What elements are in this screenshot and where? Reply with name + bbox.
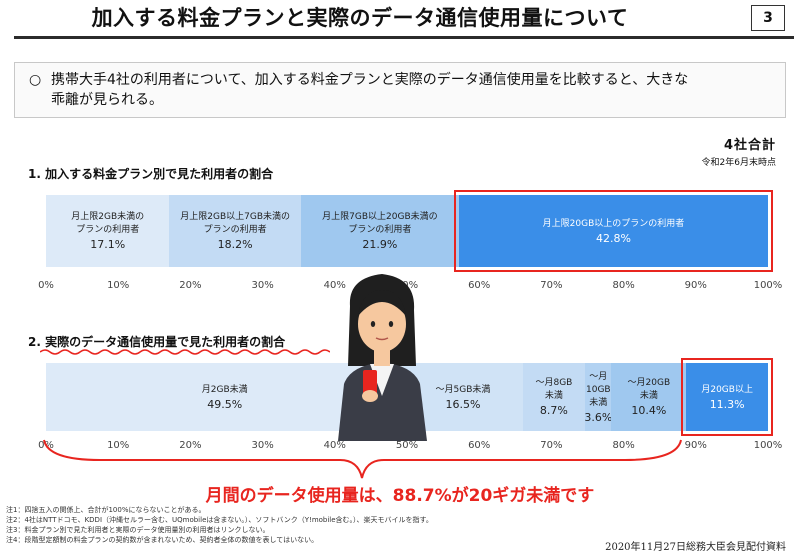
wavy-underline-icon bbox=[40, 349, 330, 355]
footnote: 注1：四捨五入の関係上、合計が100%にならないことがある。 bbox=[6, 506, 206, 514]
section-1-heading: 1. 加入する料金プラン別で見た利用者の割合 bbox=[28, 167, 274, 181]
title-divider bbox=[14, 36, 794, 39]
bar-segment: 月上限20GB以上のプランの利用者 42.8% bbox=[458, 195, 768, 267]
woman-smartphone-illustration bbox=[338, 274, 427, 441]
totals-date: 令和2年6月末時点 bbox=[701, 158, 776, 168]
callout-text: 月間のデータ使用量は、88.7%が20ギガ未満です bbox=[205, 486, 595, 506]
axis-tick-label: 10% bbox=[107, 280, 130, 291]
summary-line-1: ○ 携帯大手4社の利用者について、加入する料金プランと実際のデータ通信使用量を比較… bbox=[29, 72, 689, 88]
axis-tick-label: 20% bbox=[179, 280, 202, 291]
axis-tick-label: 40% bbox=[323, 440, 346, 451]
bar-segment: ～月10GB 未満 3.6% bbox=[584, 363, 613, 431]
brace-icon bbox=[43, 439, 682, 479]
axis-tick-label: 70% bbox=[540, 440, 563, 451]
axis-tick-label: 100% bbox=[753, 440, 783, 451]
axis-tick-label: 50% bbox=[395, 440, 419, 451]
bar-segment: 月上限2GB未満の プランの利用者 17.1% bbox=[46, 195, 170, 267]
segment-label: ～月10GB bbox=[586, 371, 611, 395]
segment-label: 未満 bbox=[589, 397, 608, 408]
axis-tick-label: 80% bbox=[612, 280, 635, 291]
segment-value: 10.4% bbox=[631, 404, 667, 417]
bar-segment: 月20GB以上 11.3% bbox=[686, 363, 768, 431]
segment-label: 月2GB未満 bbox=[201, 384, 248, 395]
segment-label: 月20GB以上 bbox=[701, 384, 753, 395]
bar-segment: 月上限2GB以上7GB未満の プランの利用者 18.2% bbox=[169, 195, 301, 267]
axis-tick-label: 90% bbox=[684, 440, 707, 451]
segment-label: 月上限2GB未満の bbox=[71, 212, 145, 222]
segment-value: 11.3% bbox=[709, 397, 745, 411]
segment-label: ～月8GB bbox=[535, 378, 573, 388]
segment-value: 18.2% bbox=[217, 238, 253, 251]
footnote: 注4：段階型定額制の料金プランの契約数が含まれないため、契約者全体の数値を表して… bbox=[6, 536, 319, 544]
segment-value: 3.6% bbox=[584, 410, 613, 424]
bar-segment: ～月8GB 未満 8.7% bbox=[522, 363, 586, 431]
totals-title: 4社合計 bbox=[723, 138, 776, 153]
segment-value: 17.1% bbox=[90, 238, 126, 251]
segment-label: 未満 bbox=[639, 391, 658, 401]
segment-label: 月上限20GB以上のプランの利用者 bbox=[542, 218, 685, 229]
page-number: 3 bbox=[751, 5, 785, 31]
axis-tick-label: 10% bbox=[107, 440, 130, 451]
segment-label: プランの利用者 bbox=[76, 225, 140, 235]
bullet-icon: ○ bbox=[29, 72, 42, 88]
summary-box: ○ 携帯大手4社の利用者について、加入する料金プランと実際のデータ通信使用量を比較… bbox=[14, 62, 786, 118]
footnote: 注2：4社はNTTドコモ、KDDI（沖縄セルラー含む、UQmobileは含まない… bbox=[6, 516, 433, 524]
segment-value: 42.8% bbox=[595, 231, 631, 245]
axis-tick-label: 40% bbox=[323, 280, 346, 291]
usage-highlight-box bbox=[681, 358, 773, 436]
segment-value: 16.5% bbox=[445, 397, 481, 411]
page-title: 加入する料金プランと実際のデータ通信使用量について bbox=[91, 6, 629, 30]
axis-tick-label: 30% bbox=[251, 440, 274, 451]
footnotes: 注1：四捨五入の関係上、合計が100%にならないことがある。 注2：4社はNTT… bbox=[6, 505, 433, 545]
axis-tick-label: 20% bbox=[179, 440, 202, 451]
segment-label: 月上限2GB以上7GB未満の bbox=[180, 212, 291, 222]
axis-tick-label: 90% bbox=[684, 280, 707, 291]
footnote: 注3：料金プラン別で見た利用者と実際のデータ使用量別の利用者はリンクしない。 bbox=[6, 526, 270, 534]
segment-value: 8.7% bbox=[539, 404, 568, 417]
axis-tick-label: 80% bbox=[612, 440, 635, 451]
axis-tick-label: 60% bbox=[468, 440, 491, 451]
segment-label: 月上限7GB以上20GB未満の bbox=[322, 212, 438, 222]
axis-tick-label: 70% bbox=[540, 280, 563, 291]
section-2-heading: 2. 実際のデータ通信使用量で見た利用者の割合 bbox=[28, 335, 286, 349]
axis-tick-label: 100% bbox=[753, 280, 783, 291]
bar-segment: ～月20GB 未満 10.4% bbox=[611, 363, 687, 431]
plan-bar: 月上限2GB未満の プランの利用者 17.1% 月上限2GB以上7GB未満の プランの利… bbox=[46, 195, 768, 267]
segment-value: 21.9% bbox=[362, 238, 398, 251]
plan-highlight-box bbox=[453, 190, 773, 272]
summary-line-2: 乖離が見られる。 bbox=[51, 92, 163, 108]
segment-value: 49.5% bbox=[207, 397, 243, 411]
bar-segment: 月上限7GB以上20GB未満の プランの利用者 21.9% bbox=[300, 195, 459, 267]
segment-label: 未満 bbox=[544, 391, 563, 401]
segment-label: プランの利用者 bbox=[203, 225, 267, 235]
axis-tick-label: 0% bbox=[38, 280, 54, 291]
segment-label: ～月5GB未満 bbox=[435, 384, 491, 395]
axis-tick-label: 60% bbox=[468, 280, 491, 291]
segment-label: ～月20GB bbox=[627, 378, 671, 388]
source-citation: 2020年11月27日総務大臣会見配付資料 bbox=[605, 542, 786, 553]
axis-tick-label: 30% bbox=[251, 280, 274, 291]
usage-axis: 0% 10% 20% 30% 40% 50% 60% 70% 80% 90% 100% bbox=[38, 440, 782, 454]
segment-label: プランの利用者 bbox=[348, 225, 412, 235]
totals-label: 4社合計 令和2年6月末時点 bbox=[702, 134, 776, 168]
